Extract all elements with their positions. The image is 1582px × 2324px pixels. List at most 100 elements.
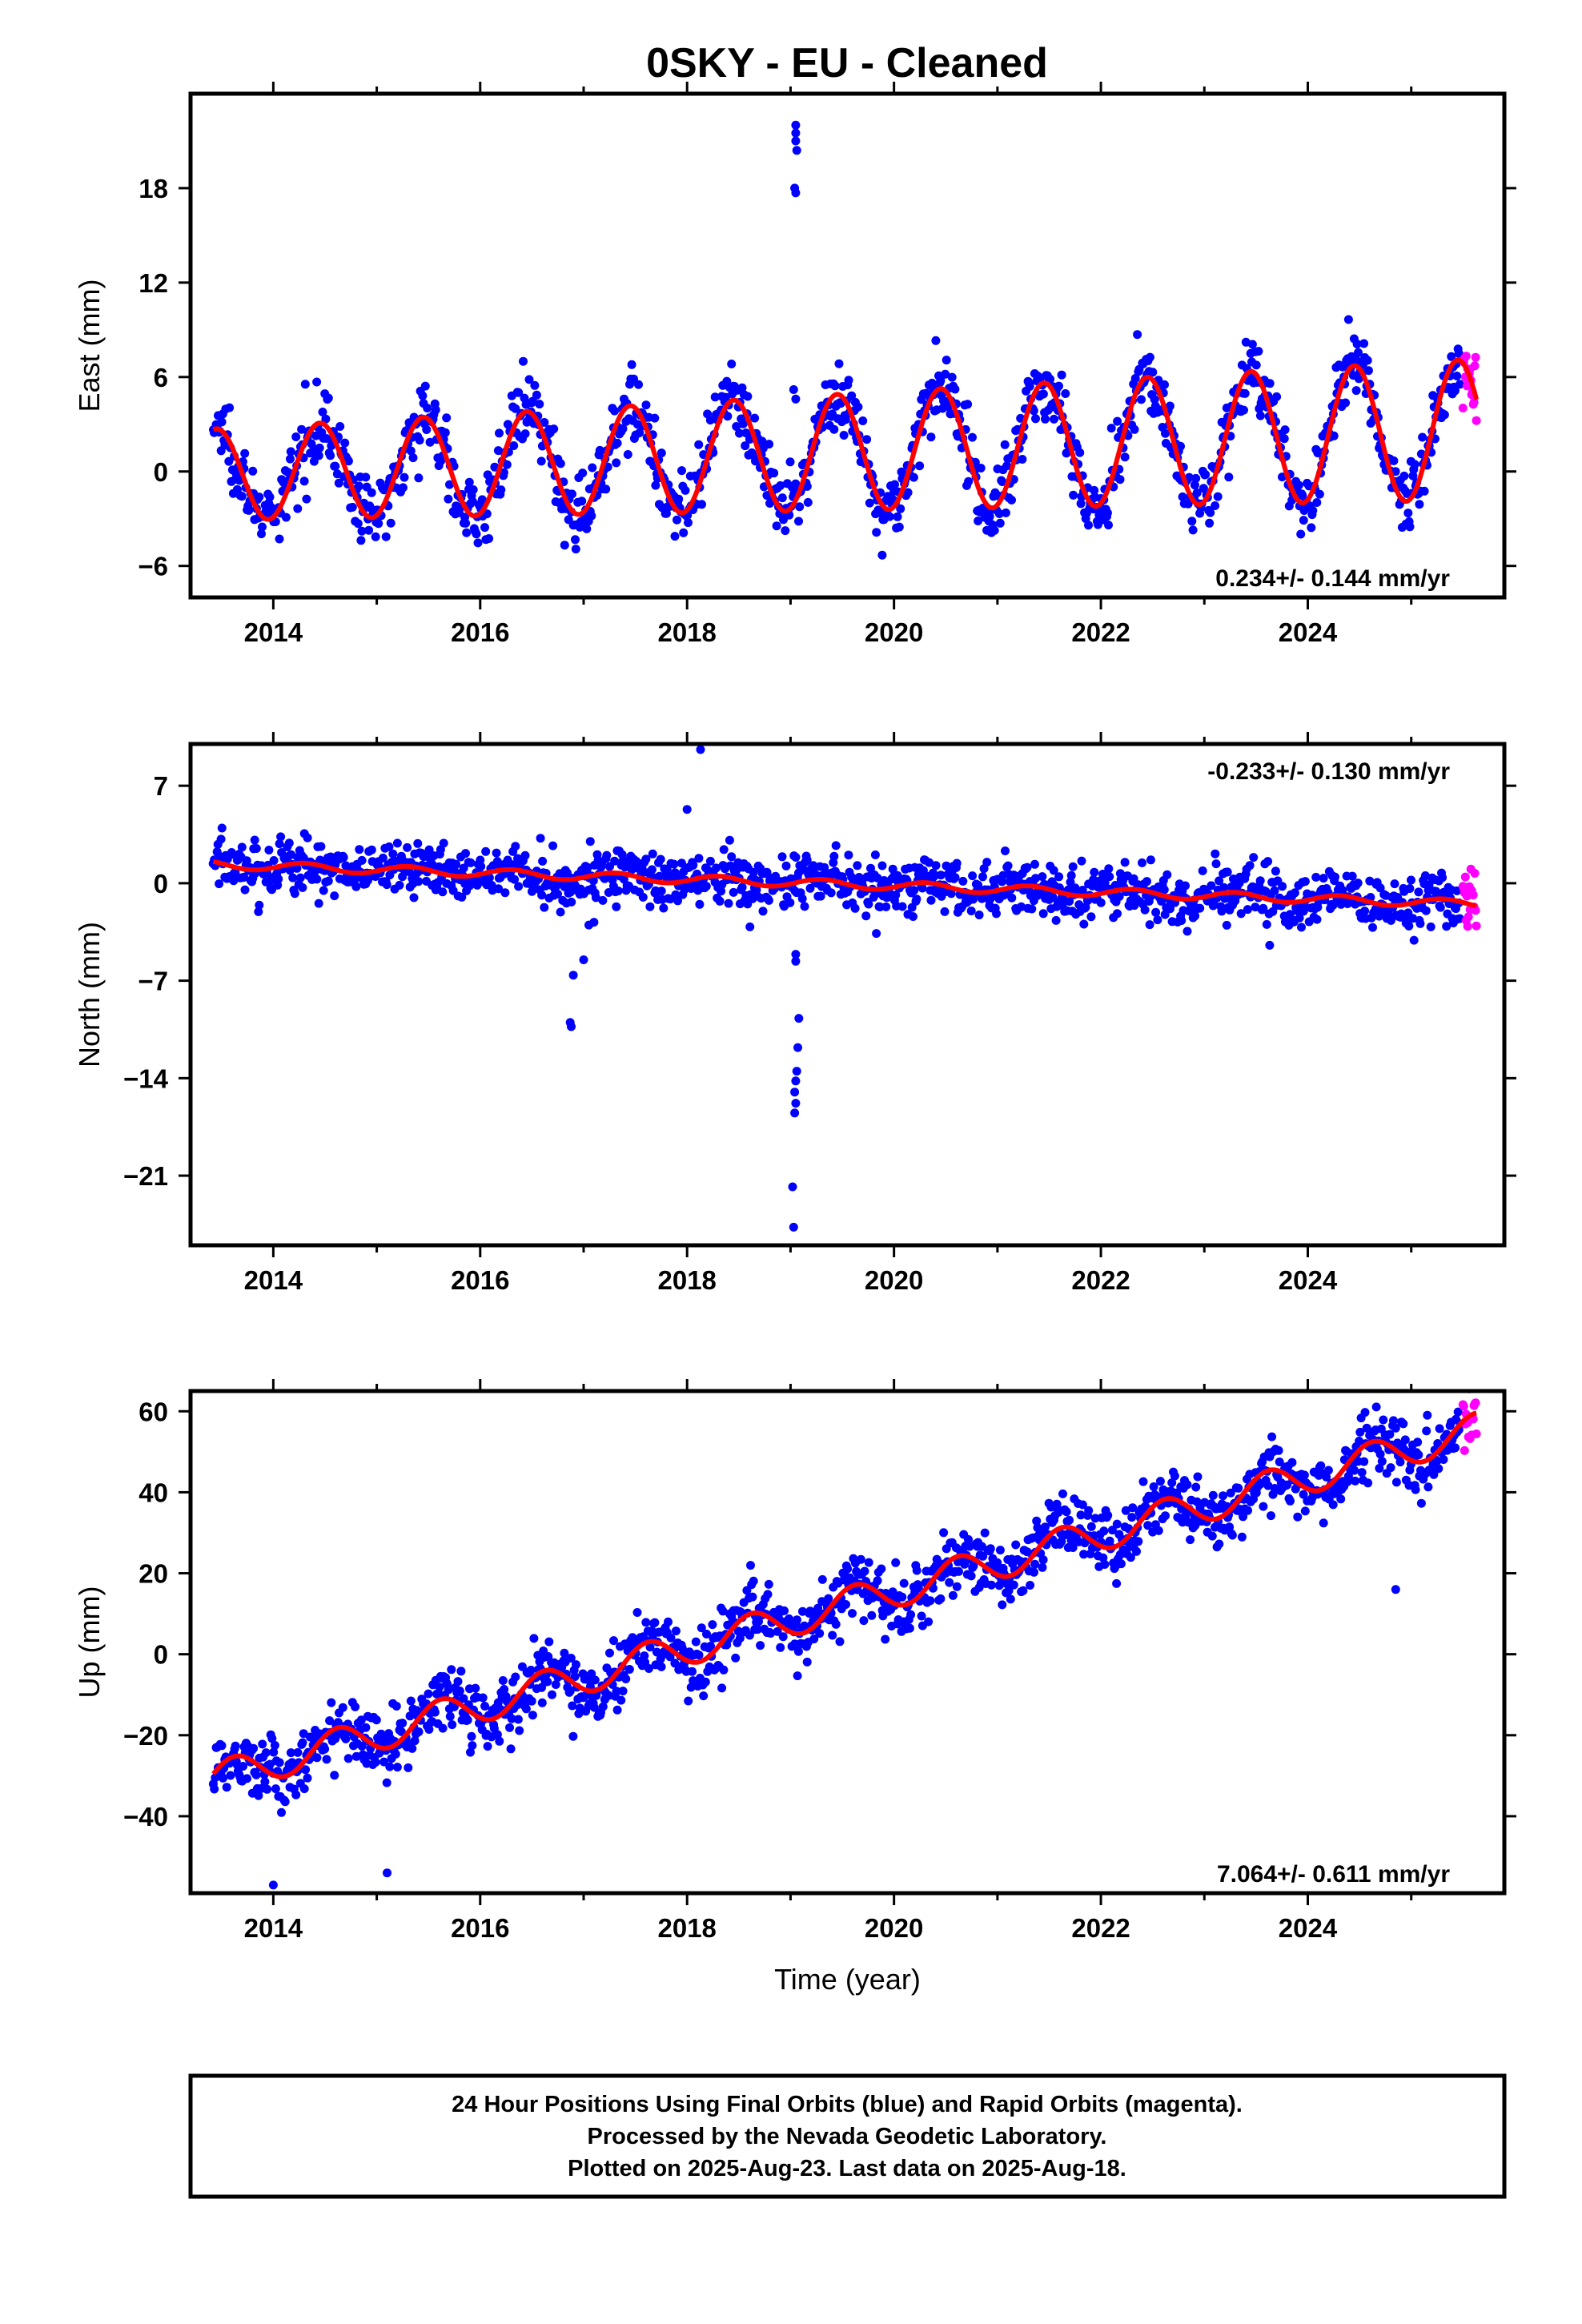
north-final-point	[330, 891, 339, 901]
up-final-point	[568, 1701, 577, 1711]
north-final-point	[891, 891, 901, 899]
north-final-point	[749, 868, 758, 877]
up-final-point	[598, 1702, 608, 1711]
north-final-point	[831, 841, 841, 850]
up-final-point	[405, 1711, 415, 1721]
footer-line-3: Plotted on 2025-Aug-23. Last data on 202…	[568, 2156, 1126, 2181]
east-final-point	[425, 437, 435, 447]
east-final-point	[473, 538, 483, 548]
east-outlier-point	[791, 394, 801, 404]
up-final-point	[856, 1554, 865, 1564]
north-final-point	[1054, 872, 1064, 882]
up-final-point	[526, 1666, 536, 1675]
east-final-point	[674, 494, 684, 504]
north-final-point	[1079, 919, 1089, 929]
north-final-point	[958, 876, 968, 886]
up-final-point	[778, 1632, 788, 1642]
north-final-point	[1217, 907, 1227, 916]
north-outlier-point	[568, 971, 578, 980]
up-final-point	[589, 1703, 599, 1712]
up-final-point	[1451, 1443, 1460, 1453]
east-final-point	[1240, 388, 1250, 398]
up-final-point	[325, 1716, 335, 1726]
north-final-point	[872, 929, 881, 939]
north-final-point	[669, 859, 679, 869]
east-final-point	[853, 402, 863, 412]
east-final-point	[560, 541, 569, 550]
north-final-point	[1191, 911, 1200, 921]
north-final-point	[1086, 912, 1096, 922]
east-final-point	[765, 440, 774, 449]
north-final-point	[866, 863, 875, 873]
east-final-point	[418, 391, 428, 400]
up-final-point	[717, 1683, 727, 1693]
north-final-point	[656, 854, 665, 864]
up-final-point	[641, 1618, 651, 1627]
north-final-point	[553, 889, 562, 899]
east-final-point	[532, 390, 541, 400]
north-final-point	[284, 838, 294, 848]
up-final-point	[293, 1747, 303, 1757]
up-final-point	[379, 1757, 389, 1767]
up-final-point	[753, 1625, 762, 1634]
east-x-tick-label: 2018	[658, 617, 717, 647]
north-final-point	[764, 895, 773, 905]
up-final-point	[731, 1653, 741, 1663]
east-final-point	[1102, 509, 1112, 517]
north-final-point	[316, 842, 326, 851]
east-final-point	[530, 380, 540, 390]
north-final-point	[481, 846, 491, 856]
east-final-point	[610, 406, 620, 416]
up-final-point	[905, 1623, 914, 1633]
east-final-point	[297, 424, 307, 434]
north-final-point	[1114, 892, 1124, 901]
east-final-point	[1145, 352, 1154, 362]
east-final-point	[1338, 362, 1347, 372]
figure-title: 0SKY - EU - Cleaned	[646, 40, 1048, 86]
north-final-point	[287, 850, 296, 859]
up-final-point	[1375, 1464, 1384, 1473]
north-axes: 2014 2016 2018 2020 2022 2024 −21 −14 −7 0 7	[123, 732, 1516, 1295]
north-final-point	[940, 907, 950, 916]
north-final-point	[1262, 919, 1271, 929]
north-final-point	[1162, 870, 1172, 879]
east-final-point	[1272, 392, 1282, 401]
north-final-point	[1066, 870, 1076, 880]
east-final-point	[331, 461, 340, 471]
north-final-point	[1151, 907, 1161, 917]
east-final-point	[1050, 414, 1058, 424]
up-final-point	[843, 1564, 853, 1574]
east-final-point	[321, 414, 331, 424]
north-final-point	[1153, 915, 1162, 925]
up-final-point	[749, 1576, 758, 1586]
up-final-point	[912, 1566, 921, 1575]
up-velocity-label: 7.064+/- 0.611 mm/yr	[1217, 1861, 1450, 1888]
east-final-point	[737, 383, 747, 392]
north-final-point	[466, 858, 476, 867]
north-final-point	[877, 861, 887, 870]
up-final-point	[1116, 1559, 1126, 1569]
east-final-point	[265, 493, 275, 502]
east-final-point	[495, 428, 504, 438]
east-final-point	[440, 428, 450, 437]
up-rapid-point	[1471, 1398, 1480, 1408]
east-final-point	[903, 488, 913, 497]
north-final-point	[737, 883, 747, 892]
east-final-point	[275, 534, 284, 544]
east-final-point	[1456, 380, 1464, 389]
north-final-point	[897, 902, 907, 911]
east-final-point	[468, 485, 478, 494]
east-final-point	[1025, 382, 1034, 391]
east-final-point	[1038, 389, 1048, 399]
up-final-point	[1385, 1429, 1395, 1439]
east-final-point	[248, 466, 258, 476]
north-final-point	[873, 873, 882, 883]
up-final-point	[467, 1731, 476, 1741]
up-final-point	[1090, 1514, 1100, 1523]
east-final-point	[830, 381, 840, 391]
north-final-point	[598, 895, 608, 905]
east-y-tick-label: 18	[139, 174, 168, 203]
east-final-point	[1308, 506, 1318, 516]
up-plot-frame	[188, 1389, 1507, 1896]
up-final-point	[568, 1731, 578, 1741]
